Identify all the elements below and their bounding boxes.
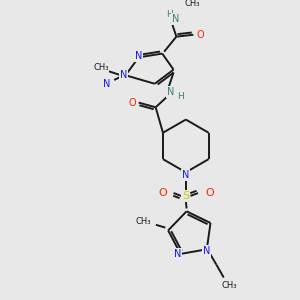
Text: O: O [128, 98, 136, 108]
Text: N: N [182, 170, 190, 180]
Text: CH₃: CH₃ [185, 0, 200, 8]
Text: N: N [203, 246, 211, 256]
Text: O: O [196, 30, 204, 40]
Text: H: H [167, 11, 173, 20]
Text: CH₃: CH₃ [93, 63, 109, 72]
Text: N: N [120, 70, 127, 80]
Text: N: N [135, 51, 142, 62]
Text: N: N [120, 70, 127, 80]
Text: N: N [103, 79, 110, 89]
Text: O: O [158, 188, 167, 198]
Text: O: O [205, 188, 214, 198]
Text: N: N [174, 249, 182, 259]
Text: S: S [182, 191, 189, 201]
Text: N: N [172, 14, 179, 24]
Text: CH₃: CH₃ [222, 280, 237, 290]
Text: CH₃: CH₃ [136, 217, 152, 226]
Text: N: N [167, 87, 174, 97]
Text: H: H [177, 92, 184, 100]
